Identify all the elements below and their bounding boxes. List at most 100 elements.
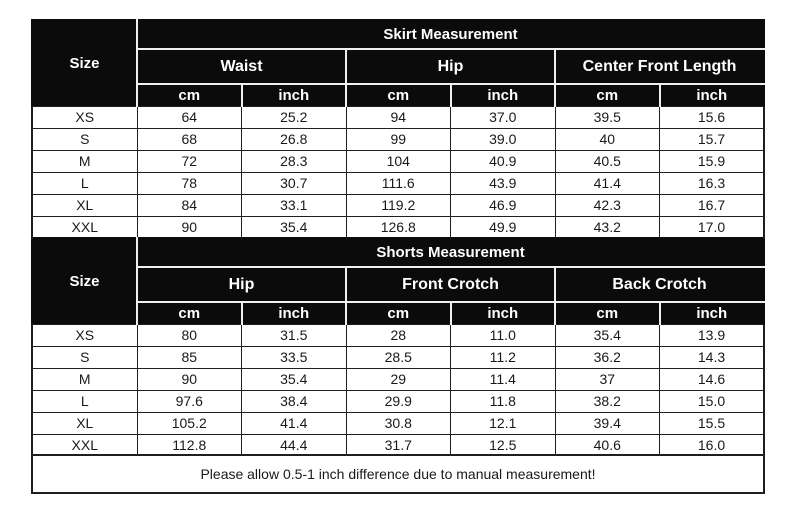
- skirt-group-header-row: Waist Hip Center Front Length: [32, 48, 765, 85]
- value-cell: 16.3: [659, 171, 765, 195]
- value-cell: 31.5: [241, 323, 347, 347]
- value-cell: 38.2: [554, 389, 660, 413]
- shorts-row-l: L 97.6 38.4 29.9 11.8 38.2 15.0: [31, 389, 765, 413]
- skirt-group-waist: Waist: [136, 48, 347, 85]
- size-cell: XL: [31, 193, 138, 217]
- value-cell: 39.0: [450, 127, 556, 151]
- value-cell: 40.9: [450, 149, 556, 173]
- shorts-size-header: Size: [31, 237, 138, 325]
- value-cell: 72: [136, 149, 242, 173]
- shorts-group-hip: Hip: [136, 266, 347, 303]
- value-cell: 11.8: [450, 389, 556, 413]
- shorts-title-row: Size Shorts Measurement: [31, 237, 765, 325]
- size-cell: S: [31, 345, 138, 369]
- value-cell: 17.0: [659, 215, 765, 239]
- unit-header-cm: cm: [136, 83, 243, 107]
- size-cell: S: [31, 127, 138, 151]
- unit-header-inch: inch: [240, 83, 347, 107]
- value-cell: 13.9: [659, 323, 765, 347]
- value-cell: 99: [345, 127, 451, 151]
- value-cell: 49.9: [450, 215, 556, 239]
- value-cell: 31.7: [345, 433, 451, 457]
- size-cell: XS: [31, 323, 138, 347]
- value-cell: 78: [136, 171, 242, 195]
- value-cell: 46.9: [450, 193, 556, 217]
- value-cell: 36.2: [554, 345, 660, 369]
- unit-header-cm: cm: [554, 83, 661, 107]
- value-cell: 16.7: [659, 193, 765, 217]
- shorts-group-header-row: Hip Front Crotch Back Crotch: [32, 266, 765, 303]
- size-cell: L: [31, 389, 138, 413]
- skirt-row-xxl: XXL 90 35.4 126.8 49.9 43.2 17.0: [31, 215, 765, 239]
- value-cell: 37: [554, 367, 660, 391]
- value-cell: 104: [345, 149, 451, 173]
- skirt-section-title: Skirt Measurement: [136, 19, 765, 50]
- value-cell: 12.5: [450, 433, 556, 457]
- size-cell: XXL: [31, 215, 138, 239]
- unit-header-cm: cm: [345, 83, 452, 107]
- shorts-row-s: S 85 33.5 28.5 11.2 36.2 14.3: [31, 345, 765, 369]
- value-cell: 15.9: [659, 149, 765, 173]
- value-cell: 33.5: [241, 345, 347, 369]
- value-cell: 90: [136, 215, 242, 239]
- value-cell: 15.5: [659, 411, 765, 435]
- unit-header-inch: inch: [449, 301, 556, 325]
- footer-note: Please allow 0.5-1 inch difference due t…: [31, 454, 765, 494]
- skirt-size-header: Size: [31, 19, 138, 107]
- skirt-title-row: Size Skirt Measurement: [31, 19, 765, 107]
- value-cell: 11.4: [450, 367, 556, 391]
- value-cell: 85: [136, 345, 242, 369]
- value-cell: 105.2: [136, 411, 242, 435]
- unit-header-cm: cm: [345, 301, 452, 325]
- value-cell: 68: [136, 127, 242, 151]
- unit-header-inch: inch: [449, 83, 556, 107]
- value-cell: 64: [136, 105, 242, 129]
- value-cell: 12.1: [450, 411, 556, 435]
- unit-header-inch: inch: [240, 301, 347, 325]
- skirt-units-row: cm inch cm inch cm inch: [32, 83, 765, 107]
- shorts-row-xxl: XXL 112.8 44.4 31.7 12.5 40.6 16.0: [31, 433, 765, 457]
- skirt-section: Size Skirt Measurement Waist Hip Center …: [31, 19, 765, 239]
- value-cell: 15.7: [659, 127, 765, 151]
- value-cell: 25.2: [241, 105, 347, 129]
- shorts-group-back-crotch: Back Crotch: [554, 266, 765, 303]
- shorts-units-row: cm inch cm inch cm inch: [32, 301, 765, 325]
- skirt-row-s: S 68 26.8 99 39.0 40 15.7: [31, 127, 765, 151]
- value-cell: 35.4: [241, 215, 347, 239]
- value-cell: 28: [345, 323, 451, 347]
- skirt-row-xs: XS 64 25.2 94 37.0 39.5 15.6: [31, 105, 765, 129]
- size-cell: XL: [31, 411, 138, 435]
- skirt-group-center-front-length: Center Front Length: [554, 48, 765, 85]
- shorts-row-xl: XL 105.2 41.4 30.8 12.1 39.4 15.5: [31, 411, 765, 435]
- unit-header-inch: inch: [658, 301, 765, 325]
- value-cell: 15.0: [659, 389, 765, 413]
- size-cell: L: [31, 171, 138, 195]
- skirt-row-l: L 78 30.7 111.6 43.9 41.4 16.3: [31, 171, 765, 195]
- value-cell: 40.6: [554, 433, 660, 457]
- value-cell: 39.4: [554, 411, 660, 435]
- value-cell: 15.6: [659, 105, 765, 129]
- value-cell: 112.8: [136, 433, 242, 457]
- size-cell: M: [31, 149, 138, 173]
- shorts-section: Size Shorts Measurement Hip Front Crotch…: [31, 237, 765, 457]
- value-cell: 37.0: [450, 105, 556, 129]
- value-cell: 119.2: [345, 193, 451, 217]
- value-cell: 80: [136, 323, 242, 347]
- value-cell: 126.8: [345, 215, 451, 239]
- value-cell: 40: [554, 127, 660, 151]
- value-cell: 35.4: [241, 367, 347, 391]
- skirt-group-hip: Hip: [345, 48, 556, 85]
- unit-header-inch: inch: [658, 83, 765, 107]
- measurement-table: Size Skirt Measurement Waist Hip Center …: [31, 19, 765, 457]
- value-cell: 42.3: [554, 193, 660, 217]
- value-cell: 14.6: [659, 367, 765, 391]
- value-cell: 33.1: [241, 193, 347, 217]
- size-cell: XXL: [31, 433, 138, 457]
- value-cell: 44.4: [241, 433, 347, 457]
- unit-header-cm: cm: [554, 301, 661, 325]
- size-cell: M: [31, 367, 138, 391]
- shorts-row-xs: XS 80 31.5 28 11.0 35.4 13.9: [31, 323, 765, 347]
- size-cell: XS: [31, 105, 138, 129]
- value-cell: 43.9: [450, 171, 556, 195]
